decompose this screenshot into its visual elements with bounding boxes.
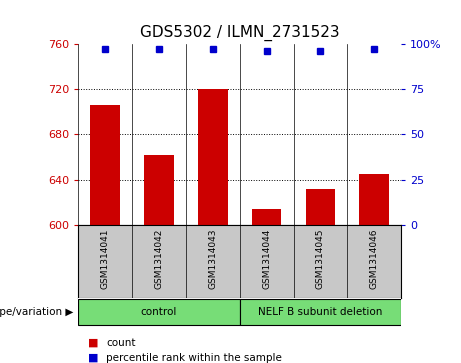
Text: genotype/variation ▶: genotype/variation ▶ xyxy=(0,307,74,317)
Bar xyxy=(198,89,228,225)
Text: GSM1314045: GSM1314045 xyxy=(316,229,325,289)
Text: GSM1314041: GSM1314041 xyxy=(101,229,110,289)
Bar xyxy=(360,174,389,225)
Text: ■: ■ xyxy=(88,352,98,363)
Text: NELF B subunit deletion: NELF B subunit deletion xyxy=(258,307,383,317)
Text: GSM1314046: GSM1314046 xyxy=(370,229,378,289)
Text: GSM1314044: GSM1314044 xyxy=(262,229,271,289)
Bar xyxy=(90,105,120,225)
Bar xyxy=(144,155,174,225)
Text: count: count xyxy=(106,338,136,348)
Text: control: control xyxy=(141,307,177,317)
Title: GDS5302 / ILMN_2731523: GDS5302 / ILMN_2731523 xyxy=(140,25,340,41)
FancyBboxPatch shape xyxy=(240,299,401,325)
FancyBboxPatch shape xyxy=(78,299,240,325)
Text: percentile rank within the sample: percentile rank within the sample xyxy=(106,352,282,363)
Text: ■: ■ xyxy=(88,338,98,348)
Text: GSM1314042: GSM1314042 xyxy=(154,229,164,289)
Bar xyxy=(252,209,281,225)
Text: GSM1314043: GSM1314043 xyxy=(208,229,217,289)
Bar xyxy=(306,189,335,225)
